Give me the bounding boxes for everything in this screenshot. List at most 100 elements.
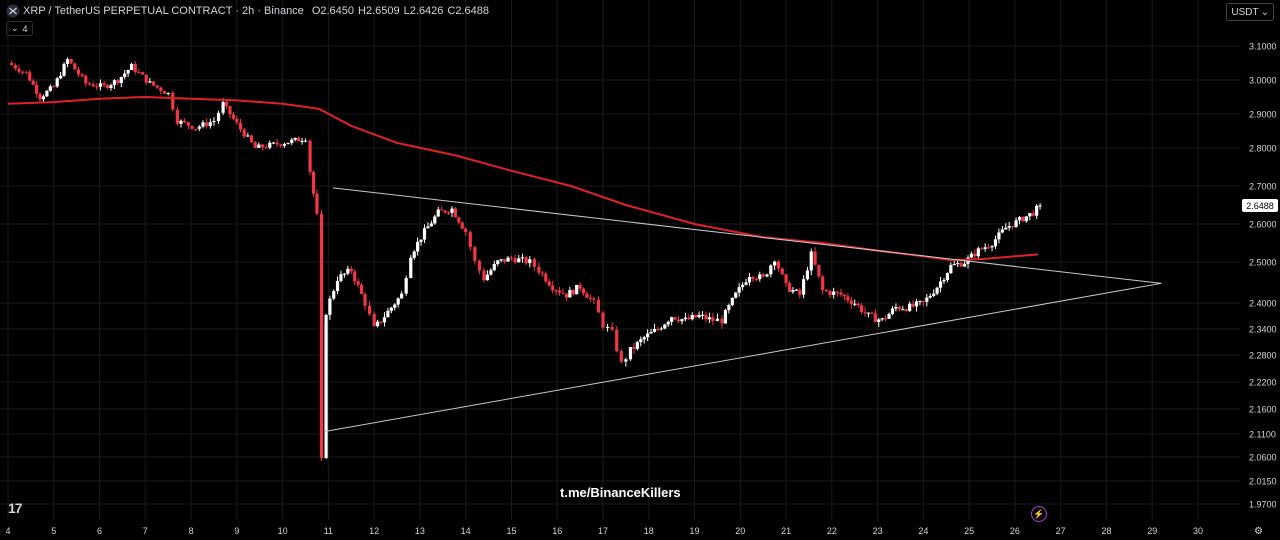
x-tick-label: 12 xyxy=(369,526,379,536)
candle-body xyxy=(356,281,360,285)
candle-body xyxy=(166,92,170,94)
candle-body xyxy=(784,274,788,284)
candle-body xyxy=(624,359,628,362)
x-tick-label: 19 xyxy=(690,526,700,536)
current-price-label: 2.6488 xyxy=(1246,201,1274,211)
candle-body xyxy=(973,253,977,257)
candle-body xyxy=(249,135,254,143)
candle-body xyxy=(666,321,670,325)
candle-body xyxy=(440,209,444,211)
candle-body xyxy=(109,85,113,89)
candle-body xyxy=(737,287,741,293)
candle-body xyxy=(162,91,167,94)
time-axis: 4 5 6 7 8 9 10 11 12 13 14 15 16 17 18 19 20 21 22 23 24 25 26… xyxy=(5,526,1203,536)
candle-body xyxy=(897,306,901,310)
candle-body xyxy=(443,210,447,213)
y-tick-label: 2.0600 xyxy=(1249,453,1277,463)
x-tick-label: 29 xyxy=(1147,526,1157,536)
candle-body xyxy=(794,289,798,291)
candle-body xyxy=(137,71,141,73)
tradingview-logo[interactable]: 17 xyxy=(8,500,23,516)
candle-body xyxy=(773,261,777,266)
candle-body xyxy=(639,339,643,343)
candle-body xyxy=(863,312,867,314)
candle-body xyxy=(492,264,496,271)
candle-body xyxy=(468,232,472,248)
candle-body xyxy=(382,317,387,323)
candle-body xyxy=(894,306,898,309)
candle-body xyxy=(183,120,187,123)
low-label: L xyxy=(403,5,410,17)
y-tick-label: 2.2800 xyxy=(1249,351,1277,361)
candle-body xyxy=(890,308,895,314)
x-tick-label: 4 xyxy=(5,526,10,536)
candle-body xyxy=(389,307,393,311)
candle-body xyxy=(798,289,802,295)
lightning-icon[interactable]: ⚡ xyxy=(1031,506,1047,522)
y-tick-label: 2.7000 xyxy=(1249,182,1277,192)
candle-body xyxy=(228,105,232,115)
x-tick-label: 11 xyxy=(324,526,333,536)
candle-body xyxy=(856,303,860,306)
candle-body xyxy=(319,213,324,459)
candle-body xyxy=(238,122,243,130)
candle-body xyxy=(52,86,56,88)
candle-body xyxy=(290,139,294,143)
candle-body xyxy=(751,277,755,279)
candle-body xyxy=(787,283,792,292)
candle-body xyxy=(873,313,877,322)
candle-body xyxy=(48,86,52,91)
candle-body xyxy=(212,121,216,123)
candle-body xyxy=(102,83,106,86)
candle-body xyxy=(349,268,353,272)
candle-body xyxy=(133,63,137,72)
candle-body xyxy=(802,279,806,295)
high-value: 2.6509 xyxy=(365,5,400,17)
price-axis: 3.1000 3.0000 2.9000 2.8000 2.7000 2.6000 2.50… xyxy=(1249,42,1277,510)
candle-body xyxy=(704,314,708,320)
candle-body xyxy=(901,309,905,311)
x-tick-label: 30 xyxy=(1193,526,1203,536)
candle-body xyxy=(144,74,148,83)
candle-body xyxy=(1017,217,1022,221)
currency-button[interactable]: USDT ⌄ xyxy=(1226,3,1274,21)
candle-body xyxy=(1007,226,1011,228)
candle-body xyxy=(41,96,46,100)
x-tick-label: 22 xyxy=(827,526,837,536)
x-tick-label: 7 xyxy=(143,526,148,536)
x-tick-label: 13 xyxy=(415,526,425,536)
y-tick-label: 2.2200 xyxy=(1249,378,1277,388)
candle-body xyxy=(311,171,316,194)
candle-body xyxy=(839,292,843,295)
candle-body xyxy=(821,276,825,291)
settings-icon[interactable]: ⚙ xyxy=(1254,526,1263,537)
candle-body xyxy=(877,319,881,322)
candle-body xyxy=(1031,213,1035,216)
candle-body xyxy=(257,144,261,148)
indicators-toggle[interactable]: ⌄ 4 xyxy=(6,21,33,36)
candle-body xyxy=(1021,217,1025,222)
candle-body xyxy=(116,80,120,84)
candle-body xyxy=(332,290,336,299)
candle-body xyxy=(489,270,493,275)
candle-body xyxy=(846,296,850,301)
candle-body xyxy=(849,300,853,304)
candle-body xyxy=(610,326,614,330)
candle-body xyxy=(436,209,440,217)
candle-body xyxy=(69,58,73,64)
symbol-title[interactable]: XRP / TetherUS PERPETUAL CONTRACT · 2h ·… xyxy=(23,5,304,17)
candle-body xyxy=(908,303,912,312)
candle-body xyxy=(260,144,265,148)
candle-body xyxy=(592,298,596,300)
candle-body xyxy=(628,347,633,360)
x-tick-label: 28 xyxy=(1101,526,1111,536)
y-tick-label: 2.3400 xyxy=(1249,325,1277,335)
candle-body xyxy=(747,277,752,283)
watermark-text: t.me/BinanceKillers xyxy=(560,485,681,500)
x-tick-label: 9 xyxy=(234,526,239,536)
candles xyxy=(10,57,1042,461)
candle-body xyxy=(129,63,134,70)
x-tick-label: 21 xyxy=(781,526,791,536)
candle-body xyxy=(959,263,963,267)
